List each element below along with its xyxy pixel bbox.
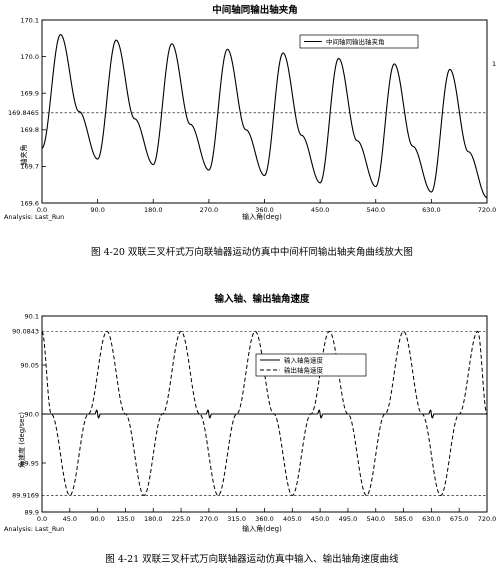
chart-1-y-tick-label: 170.0: [20, 53, 39, 61]
chart-2-x-tick-label: 0.0: [37, 515, 47, 523]
chart-2-x-tick-label: 225.0: [172, 515, 191, 523]
chart-2-y-label: 角速度 (deg/sec): [17, 412, 26, 468]
chart-2: 输入轴、输出轴角速度 90.1 90.05 90.0 89.95 89.9 0.0 45.…: [4, 293, 496, 565]
chart-1-series-line: [41, 34, 488, 199]
chart-2-x-tick-label: 90.0: [90, 515, 104, 523]
chart-2-legend-entry-input: 输入轴角速度: [284, 356, 324, 365]
chart-1-x-tick-label: 0.0: [37, 206, 47, 214]
chart-2-x-ticks: 0.0 45.0 90.0 135.0 180.0 225.0 270.0 315.0 360.…: [37, 508, 496, 523]
chart-2-reference-lines: 90.0843 89.9169: [12, 328, 487, 500]
chart-1-caption: 图 4-20 双联三叉杆式万向联轴器运动仿真中中间杆同输出轴夹角曲线放大图: [91, 246, 413, 258]
chart-2-x-tick-label: 540.0: [366, 515, 385, 523]
chart-1-x-tick-label: 720.0: [478, 206, 497, 214]
chart-2-title: 输入轴、输出轴角速度: [214, 293, 310, 305]
chart-2-x-tick-label: 675.0: [450, 515, 469, 523]
chart-2-legend-box: [255, 353, 367, 377]
chart-2-x-tick-label: 180.0: [144, 515, 163, 523]
chart-1-y-tick-label: 169.7: [20, 163, 39, 171]
chart-2-x-tick-label: 315.0: [227, 515, 246, 523]
chart-1-x-tick-label: 540.0: [366, 206, 385, 214]
chart-2-y-tick-label: 90.1: [25, 312, 39, 320]
chart-1-y-tick-label: 169.9: [20, 90, 39, 98]
chart-1: 中间轴同输出轴夹角 170.1 170.0 169.9 169.8 169.7 169.6…: [4, 4, 496, 258]
chart-2-legend: 输入轴角速度 输出轴角速度: [255, 353, 367, 377]
chart-1-legend-box: [299, 34, 419, 49]
chart-1-x-tick-label: 630.0: [422, 206, 441, 214]
chart-2-x-tick-label: 630.0: [422, 515, 441, 523]
chart-2-x-tick-label: 720.0: [478, 515, 497, 523]
chart-1-y-ticks: 170.1 170.0 169.9 169.8 169.7 169.6: [20, 16, 46, 207]
chart-2-x-tick-label: 450.0: [311, 515, 330, 523]
chart-1-x-tick-label: 90.0: [90, 206, 104, 214]
chart-2-x-tick-label: 45.0: [63, 515, 77, 523]
chart-2-y-tick-label: 89.9: [25, 508, 39, 516]
chart-1-x-label: 输入角(deg): [242, 212, 282, 221]
chart-1-reference-line: 169.8465: [8, 109, 487, 117]
chart-2-x-tick-label: 135.0: [116, 515, 135, 523]
chart-2-x-tick-label: 405.0: [283, 515, 302, 523]
chart-1-x-ticks: 0.0 90.0 180.0 270.0 360.0 450.0 540.0 630.0 720…: [37, 199, 496, 214]
chart-1-y-tick-label: 169.8: [20, 126, 39, 134]
chart-2-y-tick-label: 89.95: [20, 459, 39, 467]
chart-2-caption: 图 4-21 双联三叉杆式万向联轴器运动仿真中输入、输出轴角速度曲线: [105, 553, 399, 565]
chart-2-x-tick-label: 585.0: [394, 515, 413, 523]
chart-2-x-tick-label: 495.0: [339, 515, 358, 523]
chart-2-reference-label: 89.9169: [12, 492, 39, 500]
chart-1-y-label: 轴夹角: [19, 145, 28, 166]
chart-2-input-series-line: [42, 409, 487, 419]
chart-2-analysis-label: Analysis: Last_Run: [4, 525, 64, 533]
chart-1-side-mark: 1: [492, 60, 496, 68]
chart-1-legend-entry: 中间轴同输出轴夹角: [326, 37, 385, 46]
chart-1-reference-label: 169.8465: [8, 109, 39, 117]
chart-2-x-tick-label: 360.0: [255, 515, 274, 523]
chart-1-title: 中间轴同输出轴夹角: [212, 4, 298, 16]
chart-1-x-tick-label: 360.0: [255, 206, 274, 214]
chart-2-x-tick-label: 270.0: [200, 515, 219, 523]
chart-1-x-tick-label: 270.0: [200, 206, 219, 214]
chart-1-x-tick-label: 180.0: [144, 206, 163, 214]
chart-2-legend-entry-output: 输出轴角速度: [284, 366, 324, 375]
chart-1-y-tick-label: 169.6: [20, 199, 39, 207]
chart-1-series: [41, 34, 488, 199]
chart-1-x-tick-label: 450.0: [311, 206, 330, 214]
chart-2-reference-label: 90.0843: [12, 328, 39, 336]
chart-1-y-tick-label: 170.1: [20, 16, 39, 24]
chart-2-y-tick-label: 90.05: [20, 361, 39, 369]
chart-1-analysis-label: Analysis: Last_Run: [4, 213, 64, 221]
chart-2-y-tick-label: 90.0: [25, 410, 39, 418]
chart-1-legend: 中间轴同输出轴夹角: [299, 34, 419, 49]
chart-2-x-label: 输入角(deg): [242, 524, 282, 533]
